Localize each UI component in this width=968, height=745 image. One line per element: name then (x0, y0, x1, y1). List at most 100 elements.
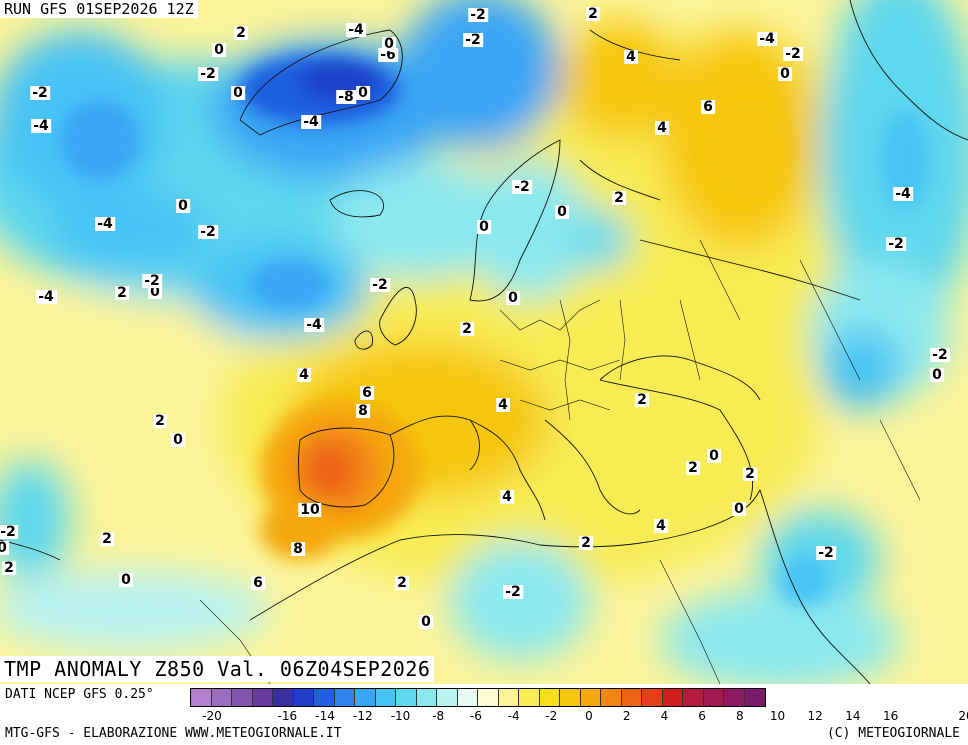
contour-label: -6 (378, 47, 398, 63)
contour-label: 4 (655, 120, 669, 136)
color-scale-tick: 14 (845, 709, 861, 723)
color-scale-tick: 8 (735, 709, 744, 723)
color-scale-tick: -2 (545, 709, 558, 723)
color-swatch (580, 689, 601, 706)
contour-label: 0 (148, 284, 162, 300)
contour-label: 0 (506, 290, 520, 306)
contour-label: -4 (893, 186, 913, 202)
color-scale-tick: 0 (585, 709, 593, 723)
color-swatch (191, 689, 212, 706)
map-canvas (0, 0, 968, 684)
color-scale-tick: 16 (882, 709, 899, 723)
contour-label: 0 (555, 204, 569, 220)
color-scale-tick: 20 (958, 709, 968, 723)
contour-label: -2 (0, 524, 18, 540)
color-swatch (703, 689, 724, 706)
color-scale-tick: 6 (698, 709, 706, 723)
contour-label: -4 (36, 289, 56, 305)
color-scale-tick: 4 (660, 709, 669, 723)
contour-label: 6 (360, 385, 374, 401)
color-swatch (457, 689, 478, 706)
contour-label: 0 (382, 36, 396, 52)
contour-label: -2 (198, 66, 218, 82)
contour-label: 4 (496, 397, 510, 413)
contour-label: 0 (176, 198, 190, 214)
color-scale-tick: -12 (352, 709, 373, 723)
contour-label: -2 (468, 7, 488, 23)
color-scale-tick: -6 (469, 709, 482, 723)
contour-label: -4 (95, 216, 115, 232)
color-swatch (662, 689, 683, 706)
color-swatch (355, 689, 376, 706)
contour-label: -4 (304, 317, 324, 333)
color-swatch (396, 689, 417, 706)
color-scale-tick: -20 (202, 709, 222, 723)
contour-label: 0 (778, 66, 792, 82)
color-swatch (273, 689, 294, 706)
contour-label: 2 (115, 285, 129, 301)
color-swatch (252, 689, 273, 706)
contour-label: 0 (707, 448, 721, 464)
contour-label: 2 (586, 6, 600, 22)
contour-label: -4 (31, 118, 51, 134)
contour-label: 0 (419, 614, 433, 630)
color-swatch (683, 689, 704, 706)
color-swatch (539, 689, 560, 706)
color-swatch (416, 689, 437, 706)
color-scale-tick: -10 (390, 709, 411, 723)
contour-label: 2 (460, 321, 474, 337)
color-swatch (478, 689, 499, 706)
contour-label: -4 (346, 22, 366, 38)
color-scale-ticks: -20-16-14-12-10-8-6-4-2024681012141620 (190, 709, 968, 725)
contour-label: 6 (251, 575, 265, 591)
contour-label: -2 (142, 273, 162, 289)
contour-label: 0 (930, 367, 944, 383)
color-swatch (601, 689, 622, 706)
color-scale-tick: 2 (622, 709, 631, 723)
credit-right: (C) METEOGIORNALE (826, 726, 960, 741)
temperature-anomaly-map: -20-40-6-80-4-2-420-2-2-40-4-2-202-4-2-4… (0, 0, 968, 684)
data-source-label: DATI NCEP GFS 0.25° (5, 687, 154, 702)
contour-label: 0 (356, 85, 370, 101)
run-label: RUN GFS 01SEP2026 12Z (0, 0, 198, 18)
map-title: TMP ANOMALY Z850 Val. 06Z04SEP2026 (0, 656, 435, 682)
color-scale-tick: -4 (507, 709, 520, 723)
contour-label: -4 (757, 31, 777, 47)
color-swatch (642, 689, 663, 706)
contour-label: 2 (234, 25, 248, 41)
contour-label: -2 (198, 224, 218, 240)
contour-label: 8 (291, 541, 305, 557)
contour-label: -2 (463, 32, 483, 48)
color-scale-tick: -8 (432, 709, 445, 723)
contour-label: 0 (119, 572, 133, 588)
contour-label: -2 (503, 584, 523, 600)
color-scale-tick: -14 (315, 709, 335, 723)
contour-label: 2 (743, 466, 757, 482)
contour-label: -4 (301, 114, 321, 130)
credit-left: MTG-GFS - ELABORAZIONE WWW.METEOGIORNALE… (5, 726, 342, 741)
color-swatch (375, 689, 396, 706)
color-scale-tick: -16 (277, 709, 298, 723)
color-swatch (498, 689, 519, 706)
color-swatch (621, 689, 642, 706)
contour-label: 0 (212, 42, 226, 58)
color-swatch (334, 689, 355, 706)
contour-label: 0 (171, 432, 185, 448)
color-swatch (314, 689, 335, 706)
contour-label: 0 (0, 541, 9, 555)
contour-label: 0 (231, 85, 245, 101)
contour-label: 2 (635, 392, 649, 408)
color-swatch (211, 689, 232, 706)
color-swatch (437, 689, 458, 706)
contour-label: 4 (624, 49, 638, 65)
legend-footer: DATI NCEP GFS 0.25° -20 -16 -14 -12 -10 -8 -6-… (0, 684, 968, 745)
color-swatch (724, 689, 745, 706)
contour-label: 2 (153, 413, 167, 429)
contour-label: -2 (512, 179, 532, 195)
contour-label: 2 (100, 531, 114, 547)
contour-label: -2 (370, 277, 390, 293)
contour-label: 6 (701, 99, 715, 115)
color-swatch (293, 689, 314, 706)
color-swatch (744, 689, 765, 706)
